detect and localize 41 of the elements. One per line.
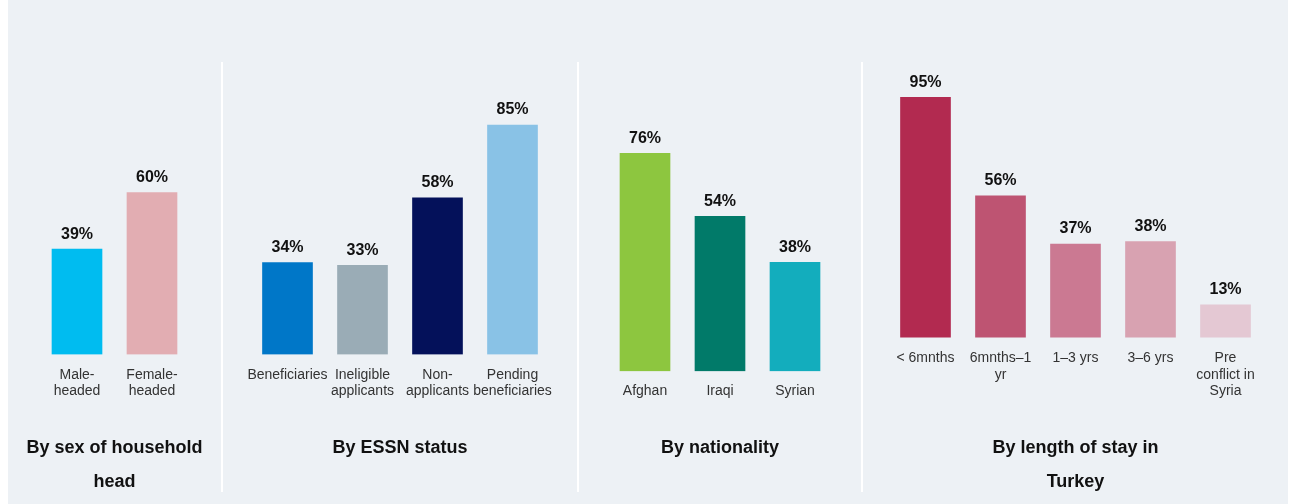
bar — [900, 96, 951, 338]
x-tick-label: 3–6 yrs — [1127, 348, 1174, 365]
data-label: 38% — [1134, 216, 1167, 234]
data-label: 60% — [135, 167, 169, 185]
data-label: 39% — [60, 224, 94, 242]
data-label: 85% — [496, 100, 529, 118]
data-label: 38% — [778, 237, 812, 255]
x-tick-label: < 6mnths — [896, 348, 955, 365]
x-tick-label: Male-headed — [53, 365, 101, 399]
data-label: 33% — [346, 240, 379, 258]
x-tick-label: Pre conflict in Syria — [1196, 348, 1255, 399]
x-tick-label: 1–3 yrs — [1052, 348, 1099, 365]
x-tick-label: Afghan — [622, 382, 668, 399]
x-tick-label: Beneficiaries — [247, 365, 328, 382]
x-tick-label: 6mnths–1 yr — [969, 348, 1032, 382]
text: By length of stay in Turkey — [991, 436, 1160, 493]
data-label: 37% — [1059, 219, 1092, 237]
x-tick-label: Syrian — [775, 382, 815, 399]
text: By nationality — [660, 436, 780, 459]
data-label: 58% — [421, 173, 454, 191]
text: By ESSN status — [331, 436, 469, 459]
data-label: 54% — [703, 191, 737, 209]
data-label: 56% — [984, 171, 1017, 189]
bar — [1050, 243, 1101, 338]
bar — [337, 265, 388, 355]
bar — [487, 124, 538, 355]
x-tick-label: Non-applicants — [405, 365, 470, 399]
x-tick-label: Ineligible applicants — [330, 365, 395, 399]
x-tick-label: Iraqi — [706, 382, 734, 399]
bar — [1200, 304, 1251, 338]
x-tick-label: Pending beneficiaries — [473, 365, 552, 399]
data-label: 34% — [271, 238, 304, 256]
bar — [262, 262, 313, 355]
data-label: 76% — [628, 128, 662, 146]
x-tick-label: Female-headed — [126, 365, 178, 399]
data-label: 13% — [1209, 280, 1242, 298]
data-label: 95% — [909, 72, 942, 90]
bar — [975, 195, 1026, 338]
bar — [412, 197, 463, 355]
bar — [1125, 241, 1176, 338]
text: By sex of household head — [25, 436, 204, 493]
